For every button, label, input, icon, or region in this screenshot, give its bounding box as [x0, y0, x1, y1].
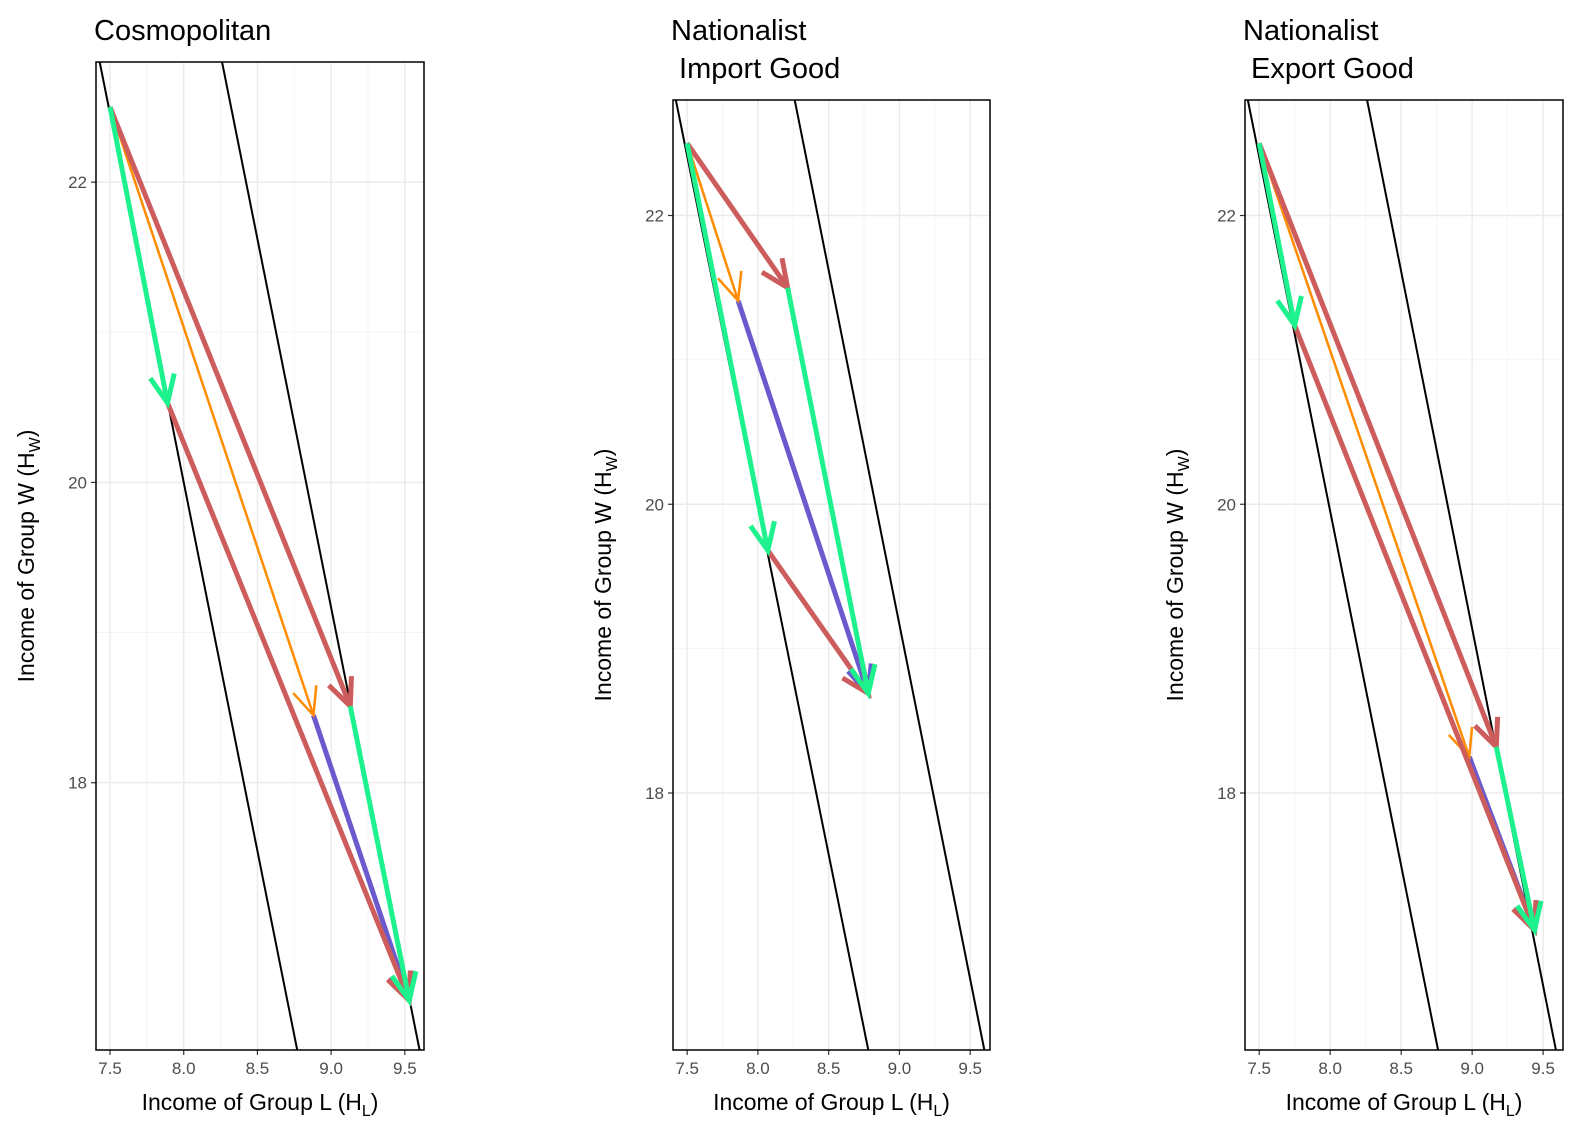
title-line: Export Good: [1243, 53, 1414, 85]
plot-area: [98, 62, 421, 1050]
label-part: ): [590, 449, 616, 457]
label-sub: L: [362, 1103, 371, 1120]
x-tick-label: 8.5: [1389, 1059, 1413, 1078]
x-tick-label: 9.0: [319, 1059, 343, 1078]
x-tick-label: 9.5: [1531, 1059, 1555, 1078]
title-line: Import Good: [671, 53, 840, 85]
label-sub: L: [933, 1103, 942, 1120]
panel: 7.5 8.0 8.5 9.0 9.5 18 20 22 Nationalist Export …: [1162, 15, 1564, 1120]
x-tick-label: 8.5: [246, 1059, 270, 1078]
arrow: [1292, 324, 1537, 932]
arrow: [107, 106, 353, 708]
label-sub: L: [1506, 1103, 1515, 1120]
chart-title: Nationalist Import Good: [671, 15, 840, 85]
label-sub: W: [27, 436, 44, 452]
label-part: Income of Group L (H: [142, 1089, 362, 1115]
arrow: [684, 142, 771, 551]
y-axis-label: Income of Group W (HW): [1162, 449, 1193, 702]
arrow: [1493, 746, 1538, 931]
arrow: [165, 401, 412, 1002]
label-part: Income of Group L (H: [1286, 1089, 1506, 1115]
arrow-head: [748, 520, 777, 557]
arrow: [685, 141, 790, 290]
x-tick-label: 9.0: [888, 1059, 912, 1078]
arrow-head: [1275, 295, 1304, 332]
y-tick-label: 22: [1217, 207, 1236, 226]
y-tick-label: 18: [68, 774, 87, 793]
label-part: ): [942, 1089, 950, 1115]
label-part: ): [1162, 449, 1188, 457]
y-tick-label: 22: [645, 207, 664, 226]
x-tick-label: 7.5: [1247, 1059, 1271, 1078]
arrow-head: [1447, 726, 1474, 760]
arrow: [1258, 142, 1471, 758]
arrow: [685, 142, 740, 302]
plot-area: [1246, 100, 1557, 1050]
arrow: [1256, 142, 1298, 326]
panel-border: [1244, 99, 1564, 1051]
label-part: Income of Group L (H: [713, 1089, 933, 1115]
label-part: ): [1515, 1089, 1523, 1115]
y-tick-label: 20: [68, 473, 87, 492]
label-part: ): [371, 1089, 379, 1115]
title-line: Nationalist: [671, 15, 806, 47]
chart-title: Nationalist Export Good: [1243, 15, 1414, 85]
arrow-head: [389, 970, 419, 1007]
arrow: [785, 287, 871, 694]
label-sub: W: [1176, 455, 1193, 471]
y-tick-label: 20: [1217, 495, 1236, 514]
arrow-head: [292, 685, 318, 719]
label-sub: W: [604, 455, 621, 471]
panel-border: [95, 61, 425, 1051]
y-axis-label: Income of Group W (HW): [13, 430, 44, 683]
label-part: ): [13, 430, 39, 438]
arrow-head: [760, 257, 792, 293]
x-axis-label: Income of Group L (HL): [142, 1089, 379, 1120]
x-tick-label: 7.5: [675, 1059, 699, 1078]
panel-border: [672, 99, 991, 1051]
arrow-head: [1515, 900, 1544, 937]
y-tick-label: 22: [68, 173, 87, 192]
x-tick-label: 8.5: [817, 1059, 841, 1078]
plot-area: [674, 100, 986, 1050]
x-tick-label: 7.5: [98, 1059, 122, 1078]
arrow: [735, 299, 871, 695]
title-line: Cosmopolitan: [94, 15, 271, 47]
label-part: Income of Group W (H: [13, 452, 39, 682]
budget-line: [793, 100, 986, 1050]
x-tick-label: 9.0: [1460, 1059, 1484, 1078]
label-part: Income of Group W (H: [590, 471, 616, 701]
title-line: Nationalist: [1243, 15, 1378, 47]
x-tick-label: 8.0: [1318, 1059, 1342, 1078]
label-part: Income of Group W (H: [1162, 471, 1188, 701]
x-tick-label: 8.0: [746, 1059, 770, 1078]
x-axis-label: Income of Group L (HL): [713, 1089, 950, 1120]
y-tick-label: 20: [645, 495, 664, 514]
chart-title: Cosmopolitan: [94, 15, 271, 47]
x-axis-label: Income of Group L (HL): [1286, 1089, 1523, 1120]
x-tick-label: 9.5: [393, 1059, 417, 1078]
y-tick-label: 18: [645, 784, 664, 803]
y-axis-label: Income of Group W (HW): [590, 449, 621, 702]
arrow: [107, 106, 170, 404]
arrow-head: [848, 663, 878, 700]
arrow: [347, 705, 412, 1001]
arrow: [108, 106, 315, 716]
panel: 7.5 8.0 8.5 9.0 9.5 18 20 22 Cosmopolitan Income …: [13, 15, 425, 1120]
arrow: [311, 714, 412, 1002]
arrow: [1256, 142, 1499, 748]
arrow-head: [148, 373, 177, 409]
arrow-head: [327, 676, 354, 712]
x-tick-label: 8.0: [172, 1059, 196, 1078]
x-tick-label: 9.5: [958, 1059, 982, 1078]
arrow-head: [717, 270, 743, 304]
panel: 7.5 8.0 8.5 9.0 9.5 18 20 22 Nationalist Import …: [590, 15, 991, 1120]
y-tick-label: 18: [1217, 784, 1236, 803]
